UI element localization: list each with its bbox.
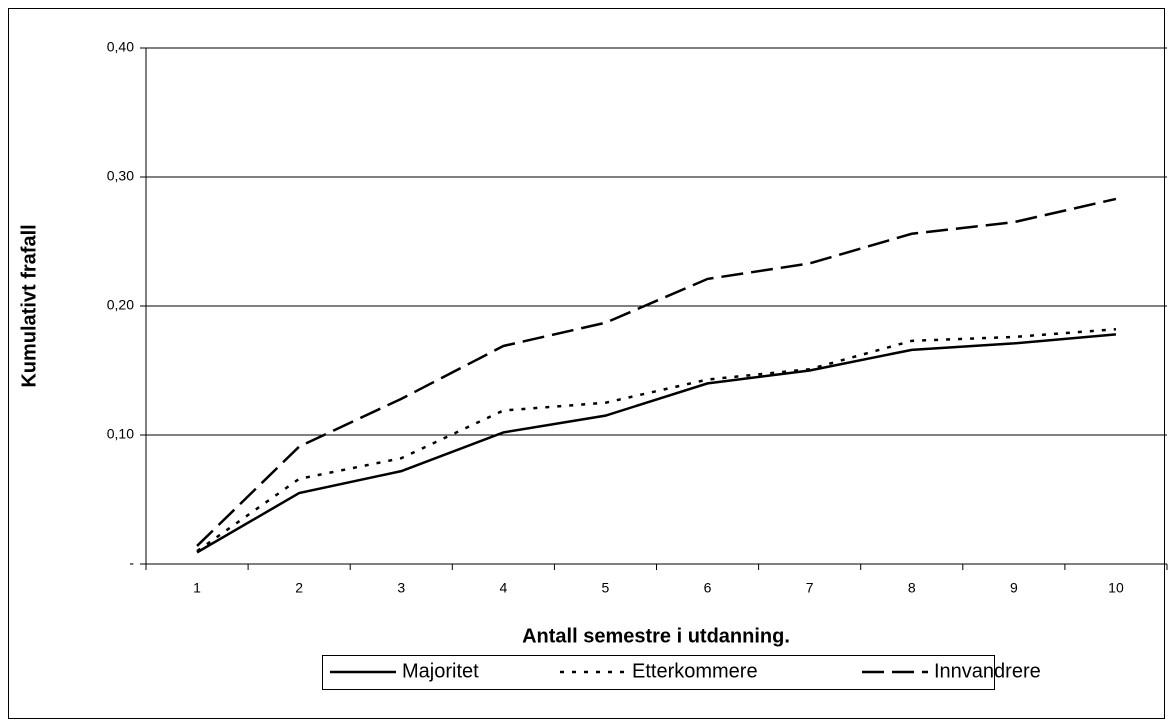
series-line: [196, 197, 1117, 547]
x-axis-title: Antall semestre i utdanning.: [522, 625, 790, 647]
y-tick-label: 0,30: [107, 168, 134, 184]
x-tick-label: 7: [806, 580, 814, 596]
x-tick-label: 2: [295, 580, 303, 596]
y-tick-label: -: [129, 555, 134, 571]
y-axis-title: Kumulativt frafall: [18, 224, 40, 387]
legend-label: Etterkommere: [632, 660, 758, 682]
x-tick-label: 5: [602, 580, 610, 596]
x-tick-label: 4: [499, 580, 507, 596]
x-tick-label: 6: [704, 580, 712, 596]
x-tick-label: 1: [193, 580, 201, 596]
y-tick-label: 0,40: [107, 39, 134, 55]
series-line: [196, 333, 1117, 554]
legend-label: Majoritet: [402, 660, 479, 682]
x-tick-label: 9: [1010, 580, 1018, 596]
x-tick-label: 3: [397, 580, 405, 596]
y-tick-label: 0,10: [107, 426, 134, 442]
chart-border: [8, 8, 1165, 719]
x-tick-label: 8: [908, 580, 916, 596]
y-tick-label: 0,20: [107, 297, 134, 313]
legend-label: Innvandrere: [934, 660, 1041, 682]
x-tick-label: 10: [1108, 580, 1124, 596]
